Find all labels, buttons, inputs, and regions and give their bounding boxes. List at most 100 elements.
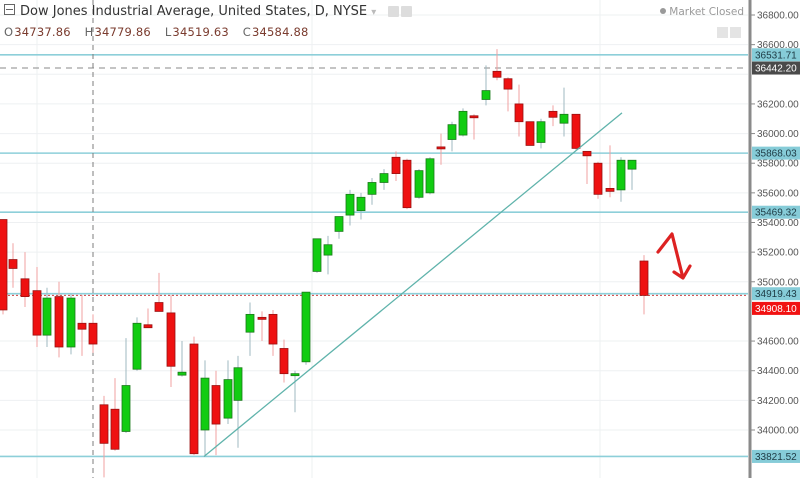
candle [559, 87, 569, 137]
ohlc-values: O34737.86 H34779.86 L34519.63 C34584.88 [4, 25, 318, 39]
candle-body [402, 159, 412, 209]
dropdown-caret-icon[interactable]: ▾ [371, 7, 377, 18]
candle [425, 157, 435, 195]
last-price-tag [752, 301, 800, 315]
candle [200, 360, 210, 456]
dashed-price-tag [752, 61, 800, 75]
candle [233, 355, 243, 448]
red-arrow-annotation[interactable] [656, 232, 692, 280]
high-key: H [84, 25, 94, 39]
candle [166, 295, 176, 388]
candle [88, 314, 98, 353]
candle [447, 121, 457, 152]
candle [582, 150, 592, 184]
candle [177, 341, 187, 377]
candle [290, 370, 300, 413]
candle-body [143, 324, 153, 329]
candle [548, 105, 558, 127]
candle [402, 158, 412, 210]
last-price-tag-text: 34908.10 [755, 304, 797, 315]
chart-grid [0, 0, 748, 478]
candle [312, 238, 322, 273]
candle-body [345, 193, 355, 216]
settings-icon[interactable] [401, 6, 413, 17]
candle-body [257, 316, 267, 320]
candle-body [492, 70, 502, 78]
scale-up-icon[interactable] [717, 27, 728, 38]
candle-body [414, 170, 424, 198]
level-price-tag [752, 205, 800, 219]
candle [189, 336, 199, 456]
candle [0, 219, 8, 315]
axis-tick-label: 35000.00 [757, 277, 799, 288]
candle [143, 308, 153, 329]
candle-body [200, 377, 210, 431]
candle [334, 216, 344, 239]
price-axis[interactable]: 34000.00 34200.00 34400.00 34600.00 35000.00… [750, 11, 799, 437]
market-status: Market Closed [660, 6, 744, 18]
candle [20, 252, 30, 307]
candles [0, 49, 649, 478]
candle [42, 287, 52, 347]
trend-line[interactable] [203, 112, 623, 457]
candle-body [166, 312, 176, 367]
candle-body [211, 385, 221, 425]
candle [154, 272, 164, 312]
candle-body [110, 408, 120, 450]
collapse-icon[interactable] [4, 4, 15, 15]
axis-tick-label: 35200.00 [757, 248, 799, 259]
open-key: O [4, 25, 14, 39]
candle-body [88, 322, 98, 345]
high-value: 34779.86 [94, 25, 151, 39]
candle-body [20, 278, 30, 297]
candle-body [54, 296, 64, 348]
axis-tick-label: 34000.00 [757, 425, 799, 436]
candle [279, 339, 289, 383]
candle-body [458, 110, 468, 136]
candle [503, 77, 513, 112]
candle-body [525, 121, 535, 146]
low-key: L [164, 25, 172, 39]
level-price-tag-text: 36531.71 [755, 50, 797, 61]
axis-tick-label: 35400.00 [757, 218, 799, 229]
candle [605, 145, 615, 198]
candle-body [290, 373, 300, 377]
candle [514, 84, 524, 137]
candle [481, 65, 491, 106]
candle-body [616, 159, 626, 191]
candle-body [379, 173, 389, 183]
candle-body [233, 367, 243, 401]
candle [301, 291, 311, 365]
scale-down-icon[interactable] [730, 27, 741, 38]
candle-body [189, 343, 199, 455]
candle [379, 169, 389, 190]
candle-body [66, 297, 76, 348]
chart-header: Dow Jones Industrial Average, United Sta… [4, 4, 414, 19]
candle [77, 295, 87, 356]
candle-body [391, 156, 401, 174]
candle [525, 121, 535, 146]
candle-body [548, 110, 558, 118]
axis-tick-label: 36000.00 [757, 129, 799, 140]
candle [268, 309, 278, 356]
candle [536, 118, 546, 149]
candle-body [312, 238, 322, 272]
open-value: 34737.86 [14, 25, 71, 39]
candle-body [0, 219, 8, 311]
horizontal-levels [0, 53, 748, 458]
axis-tick-label: 36200.00 [757, 99, 799, 110]
level-price-tag [752, 287, 800, 301]
level-price-tag-text: 35469.32 [755, 208, 797, 219]
candle-body [42, 297, 52, 336]
axis-tick-label: 35800.00 [757, 159, 799, 170]
eye-icon[interactable] [388, 6, 400, 17]
candle [571, 113, 581, 150]
candle-body [559, 113, 569, 124]
candle [211, 370, 221, 456]
close-value: 34584.88 [252, 25, 309, 39]
candle [257, 311, 267, 342]
price-tags: 36531.71 36442.20 35868.03 35469.32 34919.43… [752, 48, 800, 463]
candle [99, 395, 109, 478]
scale-buttons [717, 23, 743, 42]
